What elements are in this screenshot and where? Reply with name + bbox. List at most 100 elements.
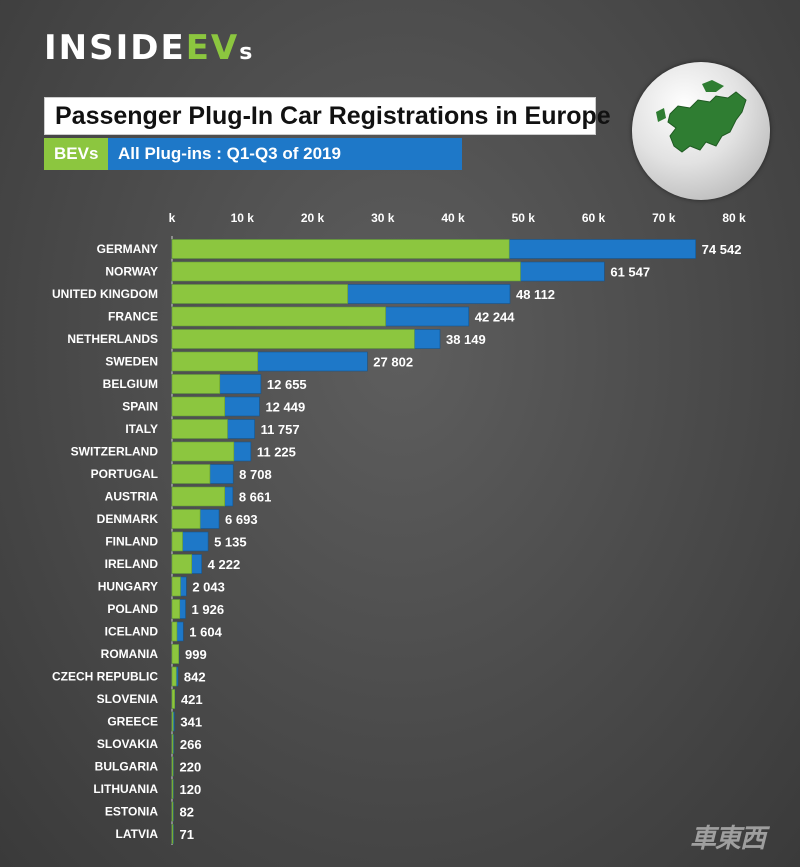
bar-bevs (171, 396, 225, 417)
value-label: 11 225 (257, 445, 296, 460)
value-label: 5 135 (214, 535, 247, 550)
category-label: NETHERLANDS (67, 332, 158, 346)
x-tick-label: 50 k (512, 211, 536, 225)
x-tick-label: 10 k (231, 211, 255, 225)
category-label: HUNGARY (98, 580, 158, 594)
category-label: LATVIA (116, 827, 159, 841)
category-label: ROMANIA (101, 647, 159, 661)
value-label: 999 (185, 647, 207, 662)
value-label: 11 757 (261, 422, 300, 437)
bar-bevs (171, 711, 174, 732)
value-label: 2 043 (192, 580, 225, 595)
bar-bevs (171, 576, 181, 597)
value-label: 71 (180, 827, 194, 842)
watermark-logo: 車東西 (690, 823, 766, 853)
value-label: 61 547 (610, 265, 650, 280)
category-label: IRELAND (105, 557, 159, 571)
chart-title: Passenger Plug-In Car Registrations in E… (44, 97, 611, 135)
logo-text-s: s (239, 40, 255, 65)
logo-text-inside: INSIDE (44, 28, 186, 68)
bar-bevs (171, 621, 178, 642)
bar-bevs (171, 666, 177, 687)
category-label: CZECH REPUBLIC (52, 670, 158, 684)
insideevs-logo: INSIDEEVs (44, 28, 254, 73)
category-label: ITALY (125, 422, 158, 436)
category-label: AUSTRIA (105, 490, 159, 504)
bar-chart: k 10 k 20 k 30 k 40 k 50 k 60 k 70 k 80 k GERMANY… (52, 211, 746, 845)
bar-bevs (171, 306, 386, 327)
category-label: SLOVENIA (97, 692, 159, 706)
category-label: ICELAND (105, 625, 159, 639)
value-label: 4 222 (208, 557, 241, 572)
category-label: LITHUANIA (93, 782, 158, 796)
value-label: 1 604 (189, 625, 222, 640)
bar-bevs (171, 554, 192, 574)
value-label: 421 (181, 692, 203, 707)
value-label: 8 708 (239, 467, 272, 482)
value-label: 220 (180, 760, 202, 775)
bar-bevs (171, 284, 348, 304)
value-label: 12 655 (267, 377, 307, 392)
category-label: GERMANY (97, 242, 158, 256)
category-label: SWITZERLAND (71, 445, 159, 459)
category-label: UNITED KINGDOM (52, 287, 158, 301)
europe-globe-icon (632, 62, 770, 200)
bar-bevs (171, 239, 510, 259)
bar-bevs (171, 689, 175, 709)
bar-bevs (171, 509, 201, 529)
category-label: ESTONIA (105, 805, 158, 819)
bar-bevs (171, 261, 521, 282)
value-label: 38 149 (446, 332, 486, 347)
x-tick-label: 30 k (371, 211, 395, 225)
category-label: PORTUGAL (91, 467, 158, 481)
bar-bevs (171, 419, 228, 439)
bar-bevs (171, 779, 174, 799)
value-label: 8 661 (239, 490, 272, 505)
bar-bevs (171, 531, 183, 552)
value-label: 82 (180, 805, 194, 820)
globe-graphic (656, 80, 747, 153)
x-tick-label: 70 k (652, 211, 676, 225)
bar-bevs (171, 486, 225, 507)
value-label: 120 (180, 782, 202, 797)
value-label: 1 926 (192, 602, 225, 617)
bar-bevs (171, 329, 415, 349)
category-label: GREECE (107, 715, 158, 729)
category-label: BULGARIA (95, 760, 159, 774)
category-label: SPAIN (122, 400, 158, 414)
category-label: BELGIUM (103, 377, 158, 391)
bar-bevs (171, 464, 211, 484)
value-label: 27 802 (373, 355, 413, 370)
x-tick-label: k (169, 211, 176, 225)
value-label: 842 (184, 670, 206, 685)
x-tick-label: 20 k (301, 211, 325, 225)
value-label: 42 244 (475, 310, 516, 325)
category-label: FRANCE (108, 310, 158, 324)
bar-bevs (171, 756, 174, 777)
bar-bevs (171, 644, 179, 664)
value-label: 74 542 (702, 242, 742, 257)
value-label: 266 (180, 737, 202, 752)
category-label: POLAND (107, 602, 158, 616)
value-label: 6 693 (225, 512, 258, 527)
category-label: NORWAY (105, 265, 158, 279)
x-tick-label: 40 k (441, 211, 465, 225)
legend-item-bevs: BEVs (44, 138, 108, 170)
value-label: 48 112 (516, 287, 555, 302)
category-label: DENMARK (97, 512, 159, 526)
bar-bevs (171, 374, 221, 394)
category-label: FINLAND (105, 535, 158, 549)
bar-bevs (171, 599, 181, 619)
bar-bevs (171, 351, 259, 372)
x-tick-label: 60 k (582, 211, 606, 225)
bar-bevs (171, 734, 174, 754)
category-label: SLOVAKIA (97, 737, 158, 751)
legend-item-all-plugins: All Plug-ins : Q1-Q3 of 2019 (108, 138, 462, 170)
bar-bevs (171, 824, 174, 844)
logo-text-ev: EV (185, 28, 240, 68)
category-label: SWEDEN (105, 355, 158, 369)
x-tick-label: 80 k (722, 211, 746, 225)
value-label: 341 (180, 715, 202, 730)
bar-bevs (171, 801, 174, 822)
value-label: 12 449 (265, 400, 305, 415)
